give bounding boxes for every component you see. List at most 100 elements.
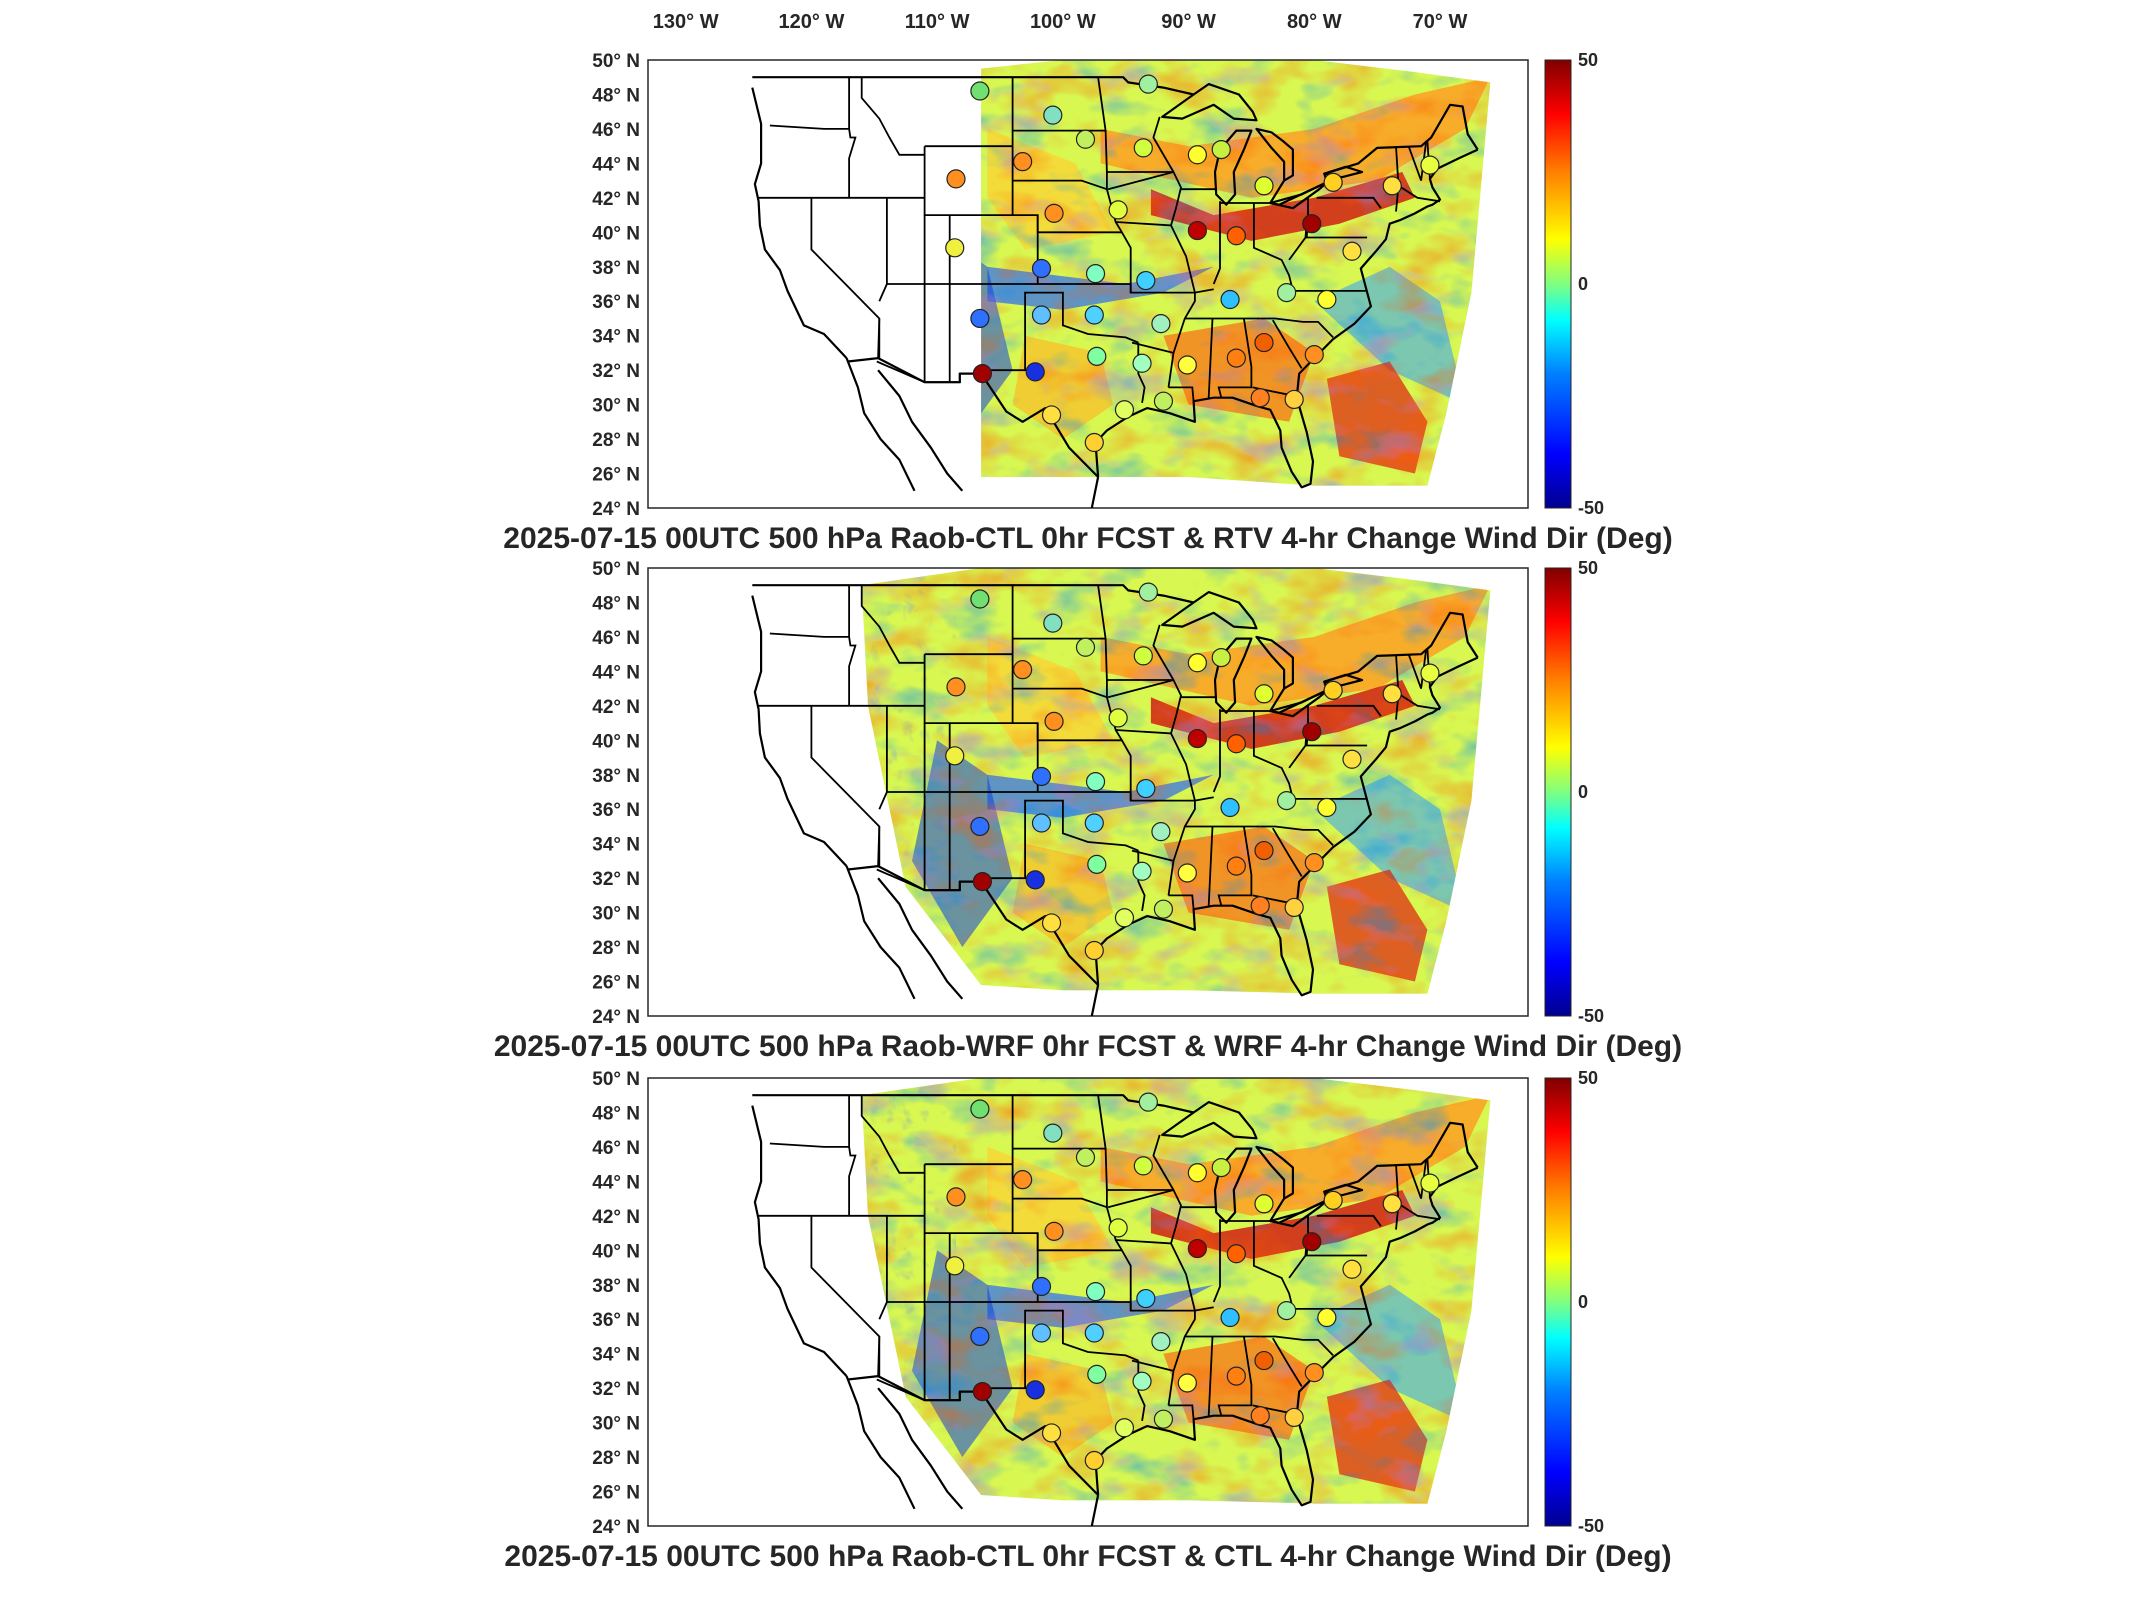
state-border — [979, 799, 1139, 880]
coastline — [1090, 476, 1100, 508]
state-border — [860, 77, 925, 156]
state-border — [1398, 693, 1441, 711]
state-border — [848, 77, 857, 198]
station-marker — [1304, 345, 1324, 365]
station-marker — [1304, 853, 1324, 873]
station-marker — [1085, 264, 1106, 284]
station-marker — [1304, 1363, 1324, 1383]
station-marker — [1132, 353, 1152, 373]
station-marker — [1031, 813, 1052, 833]
coastline — [1094, 1166, 1479, 1507]
station-marker — [1302, 1232, 1322, 1252]
station-marker — [1284, 389, 1304, 410]
great-lake-outline — [1213, 1147, 1253, 1224]
lat-tick-label: 36° N — [592, 292, 640, 313]
station-marker — [1254, 840, 1274, 861]
lat-tick-label: 32° N — [592, 1379, 640, 1400]
state-border — [1207, 826, 1214, 906]
coastline — [877, 877, 964, 1000]
station-marker — [945, 238, 965, 258]
colorbar-tick-label: 50 — [1578, 1068, 1598, 1088]
station-marker — [1250, 1406, 1270, 1426]
lat-tick-label: 32° N — [592, 361, 640, 382]
lat-tick-label: 46° N — [592, 120, 640, 141]
international-border — [752, 1094, 1194, 1114]
station-marker — [1177, 355, 1197, 375]
station-marker — [1108, 708, 1128, 728]
station-marker — [1025, 870, 1045, 890]
state-border — [848, 1095, 857, 1216]
lat-axis: 50° N 48° N 46° N 44° N 42° N 40° N 38° N 36° N… — [592, 1069, 640, 1538]
colorbar: 50 0 -50 — [1544, 1068, 1604, 1536]
coastline — [877, 369, 964, 492]
station-marker — [1084, 940, 1104, 961]
colorbar-tick-label: 50 — [1578, 50, 1598, 70]
station-marker — [1043, 105, 1063, 125]
station-marker — [1302, 214, 1322, 234]
station-marker — [1254, 332, 1274, 353]
station-marker — [1041, 405, 1062, 425]
state-border — [1107, 170, 1182, 227]
great-lake-outline — [1255, 1145, 1294, 1200]
station-marker — [1220, 289, 1240, 310]
colorbar-tick-label: 0 — [1578, 1292, 1588, 1312]
station-marker — [1187, 145, 1207, 165]
lat-axis: 50° N 48° N 46° N 44° N 42° N 40° N 38° N 36° N… — [592, 559, 640, 1028]
station-marker — [1211, 140, 1231, 160]
state-border — [1168, 1404, 1195, 1420]
station-marker — [1151, 822, 1171, 842]
station-marker — [1085, 1282, 1106, 1302]
station-marker — [1087, 854, 1107, 874]
station-marker — [1250, 388, 1270, 408]
station-marker — [1187, 1238, 1207, 1259]
station-marker — [1284, 1407, 1304, 1428]
state-border — [1207, 1336, 1214, 1416]
lat-tick-label: 26° N — [592, 973, 640, 994]
great-lake-outline — [1213, 129, 1253, 206]
state-border — [1107, 678, 1182, 735]
state-border — [1106, 172, 1132, 293]
colorbar-scale — [1544, 567, 1572, 1017]
state-border — [1217, 318, 1253, 398]
coastline — [845, 865, 916, 1000]
lat-tick-label: 36° N — [592, 800, 640, 821]
lon-tick-label: 100° W — [1030, 11, 1096, 33]
station-marker — [972, 871, 993, 892]
lat-tick-label: 44° N — [592, 154, 640, 175]
station-marker — [1075, 1147, 1096, 1167]
panel-title: 2025-07-15 00UTC 500 hPa Raob-WRF 0hr FC… — [494, 1030, 1682, 1063]
station-marker — [946, 677, 966, 697]
lon-tick-label: 80° W — [1287, 11, 1342, 33]
state-border — [876, 868, 982, 892]
coastline — [751, 595, 848, 867]
state-border — [1305, 705, 1368, 747]
station-marker — [1085, 772, 1106, 792]
station-marker — [1084, 1323, 1104, 1343]
state-border — [1217, 1336, 1253, 1416]
state-border — [1131, 341, 1174, 354]
station-marker — [1226, 1244, 1246, 1264]
coastline — [751, 87, 848, 359]
lat-tick-label: 42° N — [592, 189, 640, 210]
state-border — [1212, 709, 1221, 793]
lat-tick-label: 46° N — [592, 1138, 640, 1159]
lat-tick-label: 44° N — [592, 662, 640, 683]
state-border — [1011, 585, 1122, 742]
lat-tick-label: 42° N — [592, 1207, 640, 1228]
lat-tick-label: 28° N — [592, 430, 640, 451]
station-marker — [1187, 1163, 1207, 1183]
station-marker — [1226, 734, 1246, 754]
great-lake-outline — [1269, 181, 1328, 210]
lat-tick-label: 50° N — [592, 1069, 640, 1090]
station-marker — [1108, 1218, 1128, 1238]
station-marker — [1041, 1423, 1062, 1443]
station-marker — [1220, 1307, 1240, 1328]
state-border — [1260, 1335, 1334, 1357]
station-marker — [1013, 660, 1033, 680]
state-border — [769, 124, 850, 130]
station-marker — [1132, 861, 1152, 881]
station-marker — [1250, 896, 1270, 916]
station-marker — [1220, 797, 1240, 818]
lat-tick-label: 48° N — [592, 85, 640, 106]
